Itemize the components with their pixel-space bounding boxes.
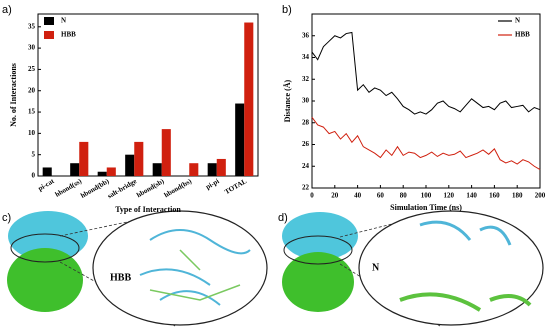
x-tick-label: 180 (512, 192, 523, 200)
y-tick-label: 36 (302, 31, 310, 39)
line-series (311, 117, 541, 170)
x-tick-label: 120 (444, 192, 455, 200)
x-tick-label: 200 (535, 192, 546, 200)
protein-surface (7, 248, 83, 312)
legend-label: N (515, 17, 520, 25)
x-tick-label: 80 (400, 192, 408, 200)
x-tick-label: hbond(bs) (163, 177, 194, 199)
y-tick-label: 15 (28, 108, 36, 116)
focus-ellipse (10, 233, 80, 263)
y-tick-label: 32 (302, 75, 310, 83)
x-tick-label: 20 (331, 192, 339, 200)
x-tick-label: salt-bridge (106, 177, 138, 200)
y-tick-label: 24 (302, 162, 310, 170)
bar (125, 154, 135, 176)
axis-title: Distance (Å) (283, 79, 292, 122)
x-tick-label: 60 (377, 192, 385, 200)
legend-swatch (44, 31, 54, 39)
axis-title: Type of Interaction (115, 205, 181, 214)
x-tick-label: hbond(bb) (79, 177, 111, 200)
bar (79, 141, 89, 176)
panel-label: a) (2, 4, 12, 16)
x-tick-label: 140 (466, 192, 477, 200)
ribbon (399, 292, 532, 312)
y-tick-label: 5 (32, 150, 36, 158)
line-series (311, 31, 541, 115)
panel-label: d) (278, 212, 288, 224)
y-tick-label: 26 (302, 140, 310, 148)
bar (97, 171, 107, 176)
bar (106, 167, 116, 176)
y-tick-label: 22 (302, 184, 310, 192)
ribbon (149, 249, 241, 301)
legend-swatch (44, 17, 54, 25)
x-tick-label: pi-cat (37, 177, 56, 193)
bar (134, 141, 144, 176)
protein-surface (282, 252, 354, 312)
ribbon (139, 229, 251, 306)
zoom-ellipse (92, 210, 268, 326)
y-tick-label: 20 (28, 86, 36, 94)
x-tick-label: hbond(ss) (54, 177, 84, 199)
protein-image: HBB (7, 210, 268, 327)
focus-ellipse (283, 235, 353, 265)
y-tick-label: 10 (28, 129, 36, 137)
protein-surface (8, 211, 88, 261)
y-tick-label: 30 (302, 97, 310, 105)
bar (70, 163, 80, 176)
bar (207, 163, 217, 176)
axis-title: Simulation Time (ns) (390, 203, 462, 212)
y-tick-label: 35 (28, 22, 36, 30)
plot-frame (37, 13, 259, 177)
y-tick-label: 28 (302, 118, 310, 126)
panel-label: b) (282, 4, 292, 16)
image-label: N (372, 262, 380, 273)
bar (152, 163, 162, 176)
x-tick-label: 40 (354, 192, 362, 200)
legend-label: HBB (61, 31, 76, 39)
x-tick-label: TOTAL (223, 177, 248, 196)
zoom-ellipse (358, 210, 544, 326)
panel-label: c) (2, 212, 11, 224)
y-tick-label: 0 (32, 172, 36, 180)
y-tick-label: 25 (28, 65, 36, 73)
bar (235, 103, 245, 176)
bar (244, 22, 254, 176)
bar (189, 163, 199, 176)
bar (161, 129, 171, 176)
ribbon (419, 220, 512, 246)
x-tick-label: pi-pi (204, 177, 220, 191)
x-tick-label: hbond(sb) (135, 177, 166, 199)
y-tick-label: 34 (302, 53, 310, 61)
x-tick-label: 0 (310, 192, 314, 200)
image-label: HBB (110, 272, 131, 283)
bar (42, 167, 52, 176)
legend-label: N (61, 17, 66, 25)
bar (216, 158, 226, 176)
y-tick-label: 30 (28, 44, 36, 52)
x-tick-label: 100 (421, 192, 432, 200)
protein-image: N (282, 210, 544, 327)
x-tick-label: 160 (489, 192, 500, 200)
legend-label: HBB (515, 31, 530, 39)
axis-title: No. of Interactions (9, 63, 18, 127)
